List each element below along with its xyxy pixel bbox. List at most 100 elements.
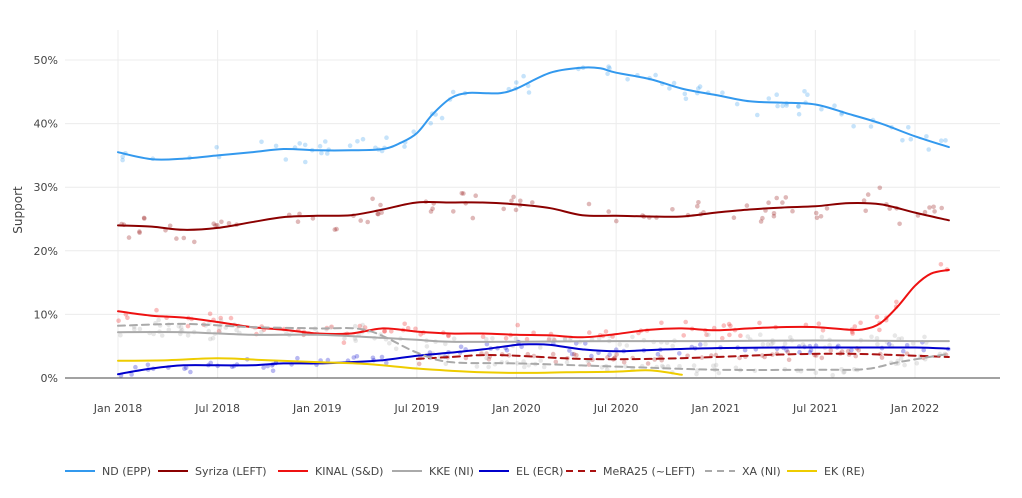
poll-point [924, 134, 929, 139]
poll-point [531, 330, 536, 336]
poll-point [142, 216, 147, 221]
poll-point [796, 103, 801, 109]
poll-point [506, 353, 512, 358]
poll-point [538, 345, 543, 350]
poll-point [902, 362, 907, 368]
poll-point [129, 372, 134, 377]
legend-label: Syriza (LEFT) [195, 465, 267, 478]
poll-point [509, 198, 514, 204]
poll-point [525, 83, 531, 89]
poll-point [156, 317, 161, 323]
poll-point [174, 236, 179, 241]
poll-point [696, 86, 701, 91]
poll-point [514, 80, 519, 85]
poll-point [897, 221, 902, 227]
poll-point [655, 351, 661, 357]
poll-point [694, 371, 699, 377]
poll-point [501, 206, 507, 212]
poll-point [207, 311, 213, 317]
poll-point [382, 329, 388, 334]
poll-point [910, 341, 916, 346]
poll-point [518, 198, 523, 204]
poll-point [564, 360, 570, 365]
poll-point [721, 323, 727, 328]
legend-item[interactable]: EK (RE) [787, 465, 865, 478]
poll-point [819, 106, 824, 112]
poll-point [671, 80, 677, 86]
poll-point [625, 77, 630, 82]
poll-point [217, 326, 223, 331]
poll-point [606, 64, 611, 69]
legend-label: EK (RE) [824, 465, 865, 478]
poll-point [769, 341, 774, 347]
trend-line-3 [117, 331, 950, 343]
poll-point [402, 144, 407, 149]
poll-point [176, 324, 182, 329]
poll-point [760, 215, 765, 221]
poll-point [382, 328, 387, 334]
poll-point [214, 145, 219, 150]
poll-point [181, 235, 187, 241]
poll-point [900, 138, 905, 143]
poll-point [879, 355, 885, 360]
poll-point [430, 206, 435, 211]
poll-point [922, 334, 927, 340]
poll-point [547, 335, 552, 341]
poll-point [424, 344, 430, 349]
poll-point [828, 348, 834, 353]
poll-point [332, 227, 338, 232]
poll-point [208, 336, 213, 342]
axes: Jan 2018 Jul 2018 Jan 2019 Jul 2019 Jan 2020… [34, 54, 1000, 415]
poll-point [137, 326, 143, 332]
poll-point [939, 205, 944, 211]
poll-point [845, 348, 851, 354]
poll-point [208, 360, 213, 366]
poll-point [484, 351, 489, 356]
poll-point [852, 324, 858, 329]
poll-point [830, 372, 835, 378]
poll-point [228, 315, 234, 321]
poll-point [132, 326, 137, 332]
poll-point [816, 321, 822, 327]
poll-point [355, 139, 360, 144]
poll-point [325, 357, 331, 363]
poll-point [503, 336, 509, 341]
poll-point [850, 331, 855, 336]
poll-point [814, 215, 820, 221]
poll-point [443, 361, 449, 367]
poll-point [413, 326, 418, 332]
poll-point [261, 365, 266, 370]
legend-item[interactable]: XA (NI) [705, 465, 781, 478]
legend-item[interactable]: MeRA25 (~LEFT) [566, 465, 695, 478]
poll-point [166, 327, 172, 333]
legend-item[interactable]: Syriza (LEFT) [158, 465, 267, 478]
poll-point [683, 319, 688, 325]
poll-point [914, 361, 920, 366]
legend-item[interactable]: KKE (NI) [392, 465, 474, 478]
poll-point [711, 325, 717, 331]
poll-point [720, 90, 725, 95]
poll-point [607, 352, 612, 358]
trend-line-5 [415, 352, 950, 361]
trend-line-7 [117, 357, 683, 376]
poll-point [887, 206, 892, 211]
poll-point [120, 154, 125, 159]
poll-point [841, 370, 846, 375]
poll-point [325, 151, 330, 156]
poll-point [849, 347, 854, 353]
poll-point [334, 226, 339, 232]
poll-point [137, 230, 142, 235]
legend-item[interactable]: KINAL (S&D) [278, 465, 383, 478]
legend-item[interactable]: EL (ECR) [479, 465, 563, 478]
poll-point [360, 322, 366, 328]
poll-point [614, 218, 619, 224]
y-tick-label: 0% [41, 372, 58, 385]
poll-point [145, 362, 151, 368]
poll-point [378, 202, 383, 208]
poll-point [706, 332, 711, 338]
poll-point [389, 329, 394, 334]
legend-item[interactable]: ND (EPP) [65, 465, 151, 478]
poll-point [728, 323, 733, 329]
y-tick-label: 30% [34, 181, 58, 194]
